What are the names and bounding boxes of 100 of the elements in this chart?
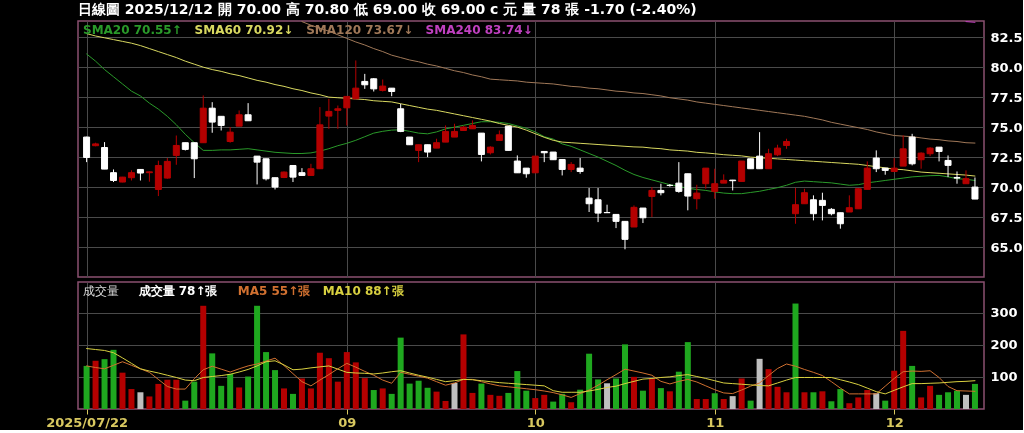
- candlestick: [738, 160, 746, 182]
- bar: [586, 353, 593, 409]
- y-tick-label: 75.0: [990, 119, 1023, 135]
- bar: [613, 378, 620, 409]
- candlestick: [944, 154, 952, 178]
- bar: [738, 378, 745, 409]
- bar: [334, 381, 341, 409]
- bar: [487, 394, 494, 409]
- bar: [460, 334, 467, 409]
- bar: [397, 337, 404, 409]
- bar: [936, 394, 943, 409]
- bar: [182, 400, 189, 409]
- bar: [622, 344, 628, 409]
- bar: [882, 400, 889, 409]
- bar: [828, 401, 835, 409]
- text: SMA60 70.92↓: [194, 23, 294, 37]
- bar: [918, 397, 925, 409]
- bar: [370, 390, 377, 409]
- bar: [675, 371, 682, 409]
- bar: [406, 383, 413, 409]
- bar: [173, 379, 180, 409]
- candlestick: [935, 146, 943, 162]
- candlestick: [477, 132, 485, 162]
- bar: [810, 392, 817, 409]
- bar: [945, 392, 952, 409]
- bar: [702, 399, 709, 409]
- line-series: [301, 21, 976, 144]
- bar: [505, 392, 512, 409]
- candlestick: [854, 187, 862, 210]
- bar: [361, 378, 368, 409]
- candlestick: [675, 161, 683, 194]
- bar: [927, 385, 934, 409]
- bar: [101, 359, 108, 409]
- y-tick-label: 77.5: [990, 89, 1023, 105]
- candlestick: [684, 173, 692, 211]
- bar: [648, 378, 655, 409]
- line-series: [86, 348, 976, 395]
- candlestick: [397, 103, 405, 133]
- bar: [711, 393, 718, 409]
- y-tick-label: 72.5: [990, 149, 1023, 165]
- bar: [568, 402, 575, 409]
- y-tick-label: 80.0: [990, 59, 1023, 75]
- bar: [298, 378, 305, 409]
- bar: [639, 390, 646, 409]
- candlestick: [630, 204, 638, 228]
- candlestick: [352, 59, 360, 100]
- candlestick: [101, 141, 109, 170]
- candlestick: [953, 170, 961, 185]
- bar: [307, 388, 314, 409]
- bar: [316, 352, 323, 409]
- bar: [756, 358, 763, 409]
- text: MA10 88↑張: [322, 284, 405, 298]
- candlestick: [872, 149, 880, 173]
- candlestick: [244, 102, 252, 122]
- bar: [765, 369, 772, 409]
- y-tick-label: 65.0: [990, 239, 1023, 255]
- bar: [747, 400, 754, 409]
- candlestick: [208, 101, 216, 134]
- candlestick: [334, 105, 342, 130]
- bar: [218, 385, 225, 409]
- bar: [469, 392, 476, 409]
- x-tick-label: 2025/07/22: [46, 414, 129, 430]
- bar: [110, 349, 117, 409]
- bar: [263, 352, 270, 409]
- bar: [514, 371, 521, 409]
- bar: [630, 376, 637, 409]
- bar: [595, 379, 602, 409]
- bar: [200, 305, 207, 409]
- candlestick: [863, 160, 871, 190]
- bar: [478, 383, 485, 409]
- y-tick-label: 70.0: [990, 179, 1023, 195]
- candlestick: [693, 184, 701, 210]
- candlestick: [172, 135, 180, 166]
- x-tick-label: 12: [885, 414, 904, 430]
- bar: [774, 386, 781, 409]
- bar: [245, 376, 252, 409]
- candlestick: [791, 187, 799, 225]
- candlestick: [765, 148, 773, 170]
- bar: [523, 390, 530, 409]
- bar: [352, 362, 359, 409]
- candlestick: [145, 170, 153, 183]
- bar: [550, 401, 557, 409]
- bar: [837, 389, 844, 409]
- bar: [801, 392, 808, 409]
- bar: [909, 365, 916, 409]
- bar: [146, 396, 153, 409]
- bar: [92, 360, 99, 409]
- bar: [873, 393, 880, 409]
- candlestick: [163, 157, 171, 180]
- bar: [83, 365, 90, 409]
- bar: [415, 380, 422, 409]
- line-series: [86, 53, 976, 195]
- candlestick: [711, 168, 719, 200]
- bar: [783, 392, 790, 409]
- candlestick: [190, 142, 198, 179]
- text: SMA240 83.74↓: [425, 23, 533, 37]
- bar: [137, 392, 144, 409]
- legend-title: 成交量: [83, 284, 119, 298]
- bar: [962, 394, 969, 409]
- bar: [496, 395, 503, 409]
